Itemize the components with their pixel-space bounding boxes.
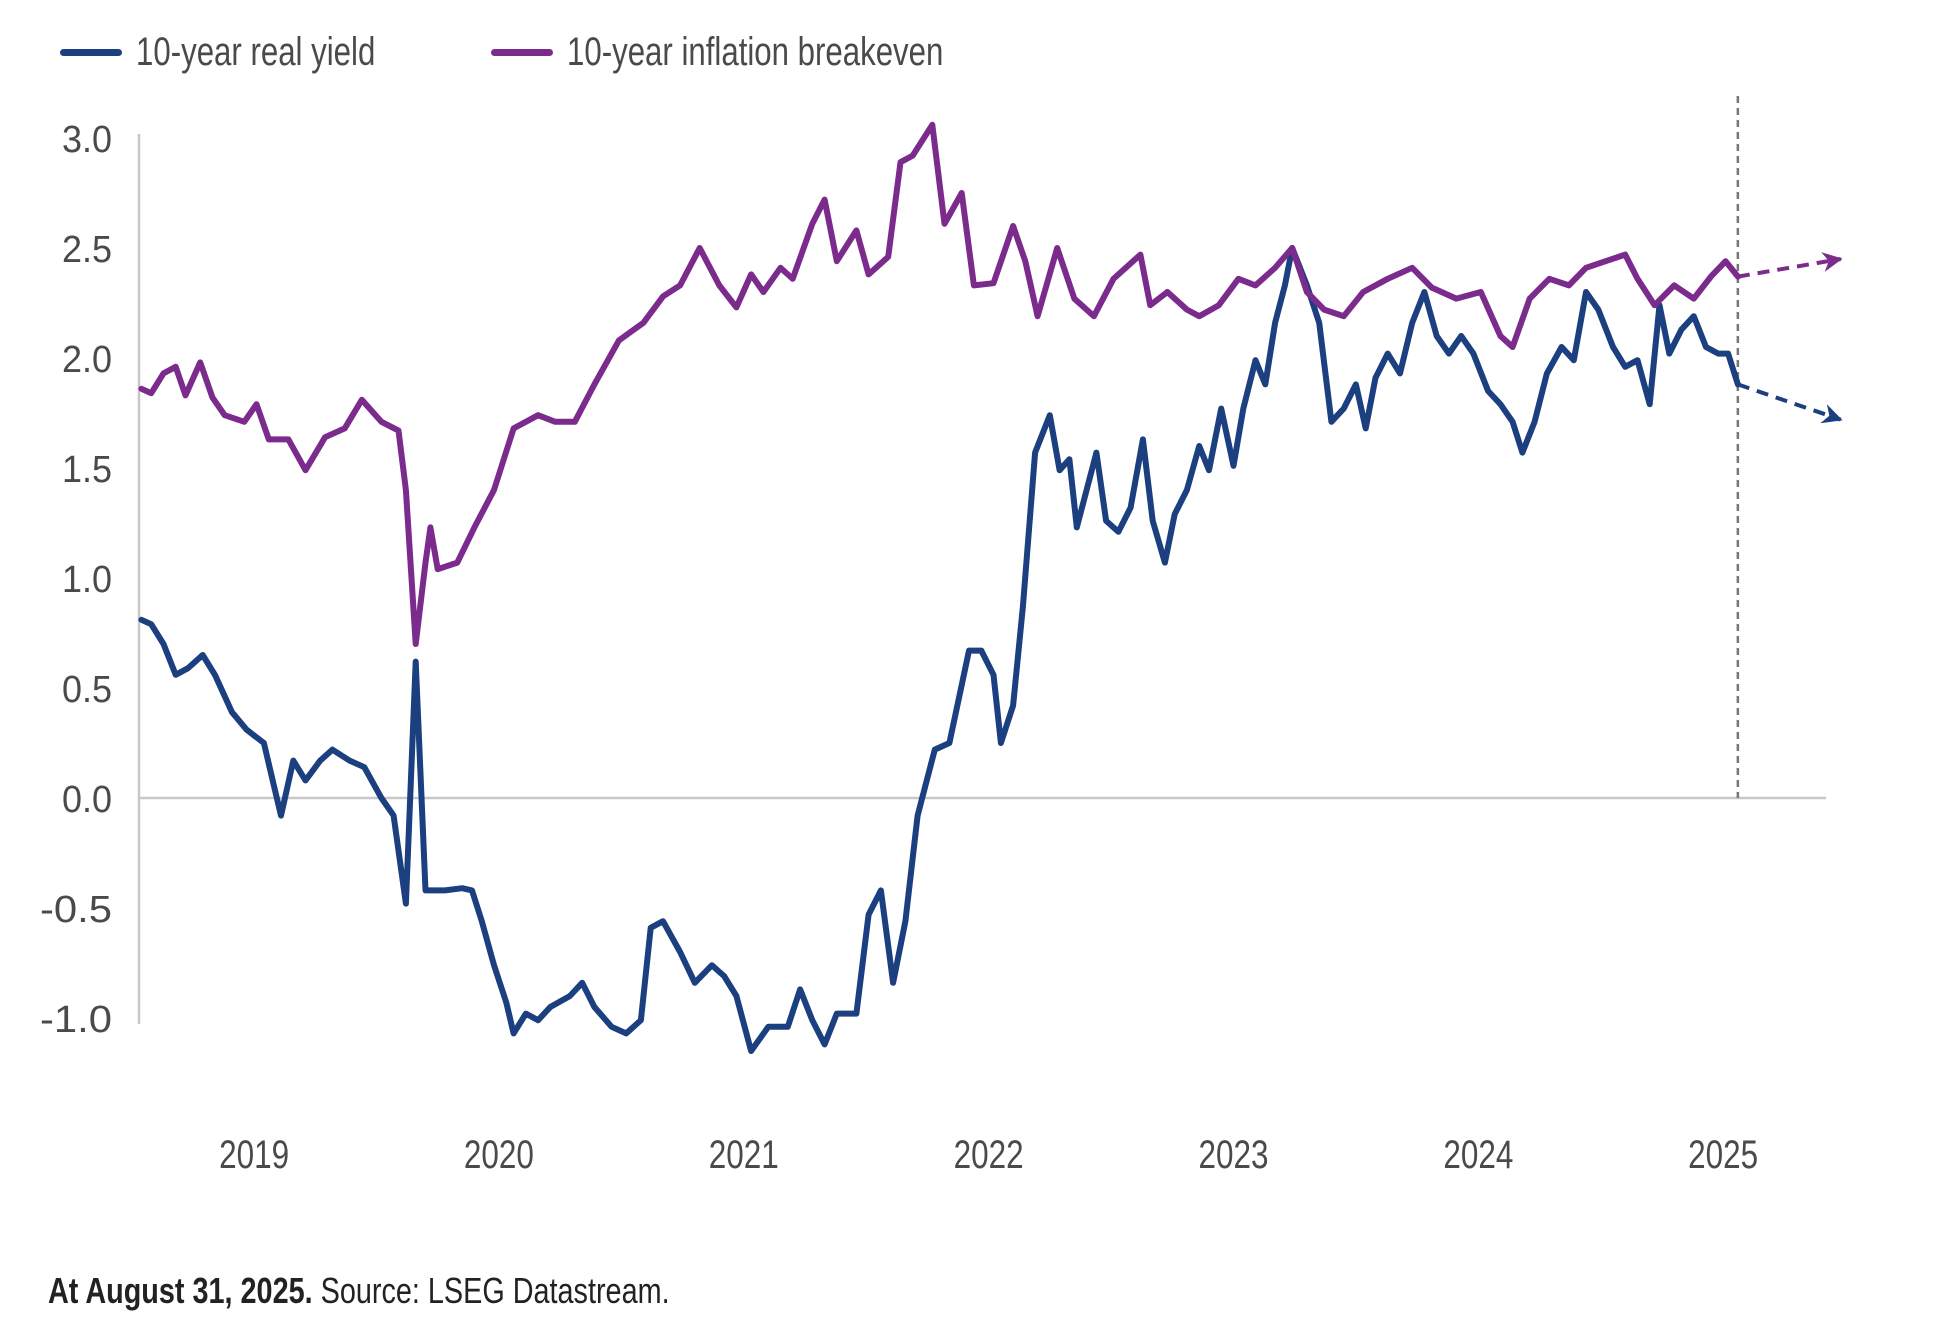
x-axis-ticks: 2019 2020 2021 2022 2023 2024 2025 xyxy=(219,1133,1758,1177)
x-tick-label: 2020 xyxy=(464,1133,534,1177)
legend-swatch-breakeven xyxy=(490,49,553,56)
x-tick-label: 2025 xyxy=(1688,1133,1758,1177)
axes xyxy=(137,96,1826,1024)
y-tick-label: 1.0 xyxy=(62,559,112,601)
y-tick-label: 0.5 xyxy=(62,669,112,711)
series-line-real-yield xyxy=(138,245,1741,1054)
series-real-yield xyxy=(138,245,1843,1054)
x-tick-label: 2022 xyxy=(954,1133,1024,1177)
y-tick-label: 1.5 xyxy=(62,449,112,491)
legend-label-breakeven: 10-year inflation breakeven xyxy=(566,30,944,74)
y-tick-label: -0.5 xyxy=(40,889,112,931)
y-axis-ticks: 3.0 2.5 2.0 1.5 1.0 0.5 0.0 -0.5 -1.0 xyxy=(40,119,112,1041)
y-tick-label: -1.0 xyxy=(40,999,112,1041)
x-tick-label: 2019 xyxy=(219,1133,289,1177)
y-tick-label: 2.5 xyxy=(62,229,112,271)
x-tick-label: 2021 xyxy=(709,1133,779,1177)
series-group xyxy=(138,121,1843,1054)
projection-arrow-real-yield xyxy=(1737,382,1843,424)
footnote-source: Source: LSEG Datastream. xyxy=(312,1270,670,1311)
legend-item-real-yield: 10-year real yield xyxy=(60,30,443,75)
legend-label-real-yield: 10-year real yield xyxy=(136,30,376,74)
projection-arrow-breakeven xyxy=(1737,252,1843,279)
y-tick-label: 3.0 xyxy=(62,119,112,161)
series-line-breakeven xyxy=(138,121,1741,647)
x-tick-label: 2024 xyxy=(1443,1133,1513,1177)
chart-footnote: At August 31, 2025. Source: LSEG Datastr… xyxy=(48,1270,670,1312)
x-tick-label: 2023 xyxy=(1198,1133,1268,1177)
legend-swatch-real-yield xyxy=(60,49,122,56)
chart-legend: 10-year real yield 10-year inflation bre… xyxy=(60,30,1097,75)
legend-item-breakeven: 10-year inflation breakeven xyxy=(490,30,1050,75)
y-tick-label: 2.0 xyxy=(62,339,112,381)
y-tick-label: 0.0 xyxy=(62,779,112,821)
footnote-date: At August 31, 2025. xyxy=(48,1270,313,1311)
series-breakeven xyxy=(138,121,1843,647)
